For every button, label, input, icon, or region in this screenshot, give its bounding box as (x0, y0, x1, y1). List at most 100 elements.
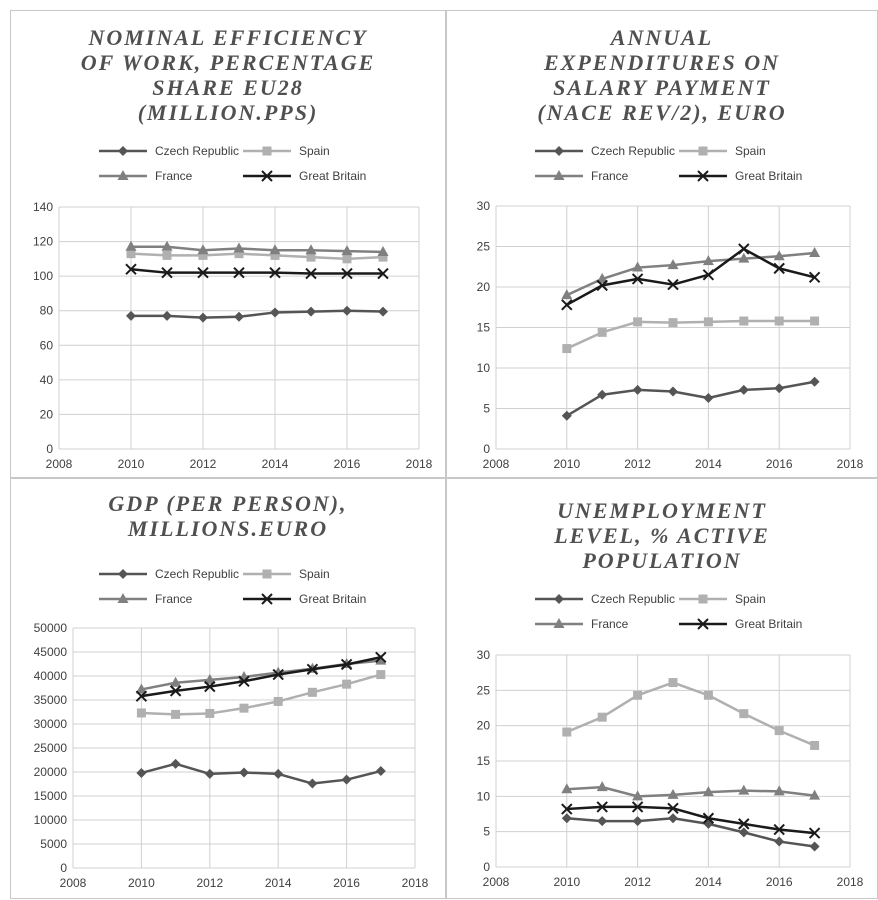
legend-marker (554, 146, 564, 156)
line-chart-unemployment: 0 5 10 15 20 25 30 2008 2010 2012 2014 2016 2018 (477, 648, 864, 889)
data-point-great-britain (667, 278, 679, 291)
series-spain (136, 670, 386, 719)
x-tick-label: 2010 (553, 457, 580, 471)
data-point-spain (342, 679, 352, 689)
legend-label: Great Britain (299, 592, 367, 606)
data-point-czech-republic (632, 816, 643, 827)
data-point-great-britain (306, 663, 319, 675)
chart-title-line: (NACE REV/2), EURO (537, 100, 787, 125)
legend-label: Spain (735, 144, 766, 158)
data-point-spain (171, 709, 181, 719)
y-tick-label: 20 (477, 719, 491, 733)
data-point-great-britain (773, 823, 785, 836)
legend-swatch-great-britain (679, 170, 727, 182)
y-tick-label: 30 (477, 648, 491, 662)
legend-swatch-czech-republic (99, 146, 147, 156)
series-great-britain (561, 801, 821, 839)
legend-swatch-czech-republic (535, 146, 583, 156)
y-tick-label: 0 (483, 860, 490, 874)
data-point-spain (136, 708, 146, 718)
data-point-great-britain (305, 267, 317, 280)
chart-panel-unemployment: UNEMPLOYMENT LEVEL, % ACTIVE POPULATION … (446, 478, 878, 899)
series-great-britain (125, 263, 389, 280)
data-point-great-britain (233, 266, 245, 279)
y-tick-label: 0 (483, 442, 490, 456)
data-point-czech-republic (668, 386, 678, 397)
legend-label: Czech Republic (155, 567, 240, 581)
series-line-great-britain (130, 267, 383, 275)
legend-label: Great Britain (735, 169, 803, 183)
data-point-czech-republic (597, 816, 608, 827)
data-point-spain (633, 317, 643, 327)
legend-label: France (591, 169, 629, 183)
y-tick-label: 15000 (34, 789, 68, 803)
data-point-spain (633, 690, 643, 700)
data-point-spain (307, 687, 317, 697)
series-france (561, 246, 821, 300)
series-france (125, 240, 389, 256)
data-point-spain (126, 249, 136, 259)
y-tick-label: 80 (40, 304, 54, 318)
y-tick-label: 10 (477, 361, 491, 375)
x-tick-label: 2016 (334, 457, 361, 471)
data-point-czech-republic (273, 768, 284, 779)
data-point-france (161, 240, 173, 251)
chart-title-line: EXPENDITURES ON (544, 50, 780, 75)
data-point-czech-republic (170, 758, 181, 769)
legend-marker (698, 146, 708, 156)
series-line-spain (141, 673, 382, 716)
data-point-czech-republic (198, 312, 208, 323)
y-tick-label: 30000 (34, 717, 68, 731)
y-tick-label: 5000 (40, 837, 67, 851)
data-point-france (377, 245, 389, 256)
data-point-spain (198, 250, 208, 260)
data-point-great-britain (340, 658, 353, 671)
data-point-czech-republic (126, 310, 136, 321)
legend-label: Spain (299, 144, 330, 158)
series-line-spain (566, 319, 815, 350)
data-point-france (561, 783, 573, 794)
y-tick-label: 50000 (34, 621, 68, 635)
x-tick-label: 2016 (766, 457, 793, 471)
y-tick-label: 35000 (34, 693, 68, 707)
data-point-czech-republic (307, 778, 318, 789)
legend-marker (553, 618, 565, 628)
data-point-france (135, 683, 147, 694)
data-point-spain (273, 696, 283, 706)
legend-label: France (155, 592, 193, 606)
data-point-great-britain (702, 269, 715, 281)
data-point-czech-republic (378, 306, 388, 317)
series-france (561, 781, 821, 801)
data-point-france (773, 250, 785, 261)
legend-label: Czech Republic (591, 144, 676, 158)
data-point-great-britain (125, 263, 137, 275)
chart-title-line: POPULATION (582, 548, 742, 573)
data-point-great-britain (375, 651, 387, 663)
legend-label: Spain (299, 567, 330, 581)
line-chart-efficiency: 0 20 40 60 80 100 120 140 2008 2010 2012 2014 2016 20… (33, 200, 433, 471)
legend-marker (261, 593, 273, 605)
y-tick-label: 40 (40, 373, 54, 387)
line-chart-gdp: 0 5000 10000 15000 20000 25000 30000 35000 40000… (34, 621, 429, 890)
legend-marker (697, 170, 709, 182)
legend-swatch-spain (243, 146, 291, 156)
series-line-czech-republic (131, 309, 384, 319)
data-point-france (561, 289, 573, 300)
data-point-spain (306, 252, 316, 262)
y-tick-label: 100 (33, 269, 53, 283)
data-point-czech-republic (561, 410, 572, 421)
x-tick-label: 2008 (60, 876, 87, 890)
series-great-britain (561, 243, 821, 311)
x-tick-label: 2012 (196, 876, 223, 890)
y-tick-label: 20 (40, 407, 54, 421)
data-point-spain (562, 727, 572, 737)
legend-marker (554, 594, 564, 604)
x-tick-label: 2016 (766, 875, 793, 889)
data-point-czech-republic (668, 813, 678, 824)
legend-swatch-france (99, 593, 147, 603)
data-point-czech-republic (597, 389, 608, 400)
data-point-czech-republic (809, 841, 820, 852)
data-point-france (773, 785, 785, 796)
chart-title-line: OF WORK, PERCENTAGE (80, 50, 376, 75)
x-tick-label: 2010 (553, 875, 580, 889)
